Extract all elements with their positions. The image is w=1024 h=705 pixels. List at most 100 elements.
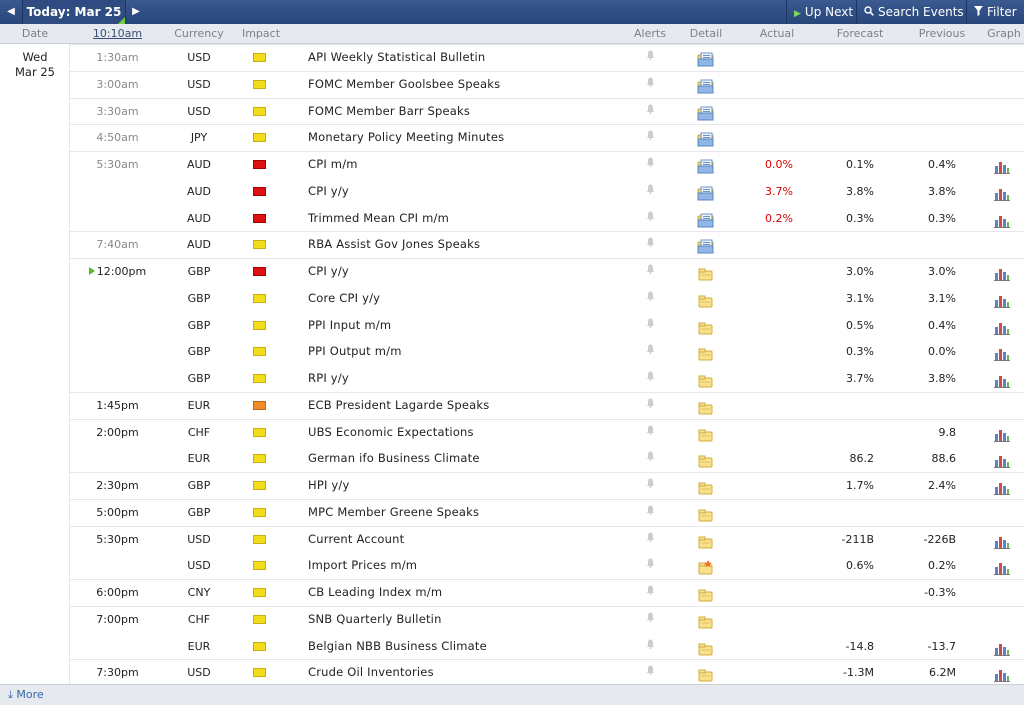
impact-low-icon[interactable] — [253, 106, 267, 116]
graph-icon[interactable] — [994, 639, 1012, 656]
event-title[interactable]: FOMC Member Goolsbee Speaks — [308, 76, 501, 91]
impact-low-icon[interactable] — [253, 79, 267, 89]
more-button[interactable]: ⤓ More — [8, 685, 44, 705]
event-title[interactable]: UBS Economic Expectations — [308, 424, 474, 439]
detail-folder-icon[interactable] — [697, 639, 715, 655]
detail-folder-icon[interactable] — [697, 505, 715, 522]
event-row[interactable]: 5:30pm USD Current Account -211B -226B — [0, 525, 1024, 553]
detail-folder-icon[interactable] — [697, 77, 715, 94]
bell-icon[interactable] — [644, 338, 656, 365]
detail-folder-icon[interactable] — [697, 50, 715, 67]
bell-icon[interactable] — [644, 445, 656, 472]
event-title[interactable]: PPI Output m/m — [308, 344, 402, 359]
graph-icon[interactable] — [994, 291, 1012, 308]
bell-icon[interactable] — [644, 499, 656, 526]
impact-low-icon[interactable] — [253, 240, 267, 250]
impact-high-icon[interactable] — [253, 213, 267, 223]
detail-folder-icon[interactable] — [697, 318, 715, 334]
graph-icon[interactable] — [994, 264, 1012, 281]
event-row[interactable]: GBP PPI Output m/m 0.3% 0.0% — [0, 338, 1024, 365]
event-row[interactable]: 12:00pm GBP CPI y/y 3.0% 3.0% — [0, 258, 1024, 285]
bell-icon[interactable] — [644, 659, 656, 686]
event-row[interactable]: 5:00pm GBP MPC Member Greene Speaks — [0, 498, 1024, 526]
detail-folder-icon[interactable] — [697, 398, 715, 415]
event-title[interactable]: Trimmed Mean CPI m/m — [308, 210, 449, 225]
event-title[interactable]: SNB Quarterly Bulletin — [308, 611, 442, 626]
event-title[interactable]: FOMC Member Barr Speaks — [308, 103, 471, 118]
event-title[interactable]: ECB President Lagarde Speaks — [308, 397, 490, 412]
impact-medium-icon[interactable] — [253, 400, 267, 410]
event-row[interactable]: EUR German ifo Business Climate 86.2 88.6 — [0, 445, 1024, 472]
event-title[interactable]: RBA Assist Gov Jones Speaks — [308, 237, 481, 252]
impact-low-icon[interactable] — [253, 588, 267, 597]
event-title[interactable]: Current Account — [308, 531, 405, 546]
impact-low-icon[interactable] — [253, 427, 267, 437]
graph-icon[interactable] — [994, 371, 1012, 388]
impact-low-icon[interactable] — [253, 561, 267, 571]
graph-icon[interactable] — [994, 184, 1012, 201]
event-title[interactable]: CPI m/m — [308, 157, 358, 171]
graph-icon[interactable] — [994, 451, 1012, 469]
impact-low-icon[interactable] — [253, 668, 267, 678]
detail-folder-icon[interactable] — [697, 425, 715, 441]
detail-folder-icon[interactable] — [697, 130, 715, 147]
bell-icon[interactable] — [644, 124, 656, 151]
impact-high-icon[interactable] — [253, 186, 267, 196]
bell-icon[interactable] — [644, 258, 656, 285]
detail-folder-icon[interactable] — [697, 104, 715, 120]
search-events-button[interactable]: Search Events — [856, 0, 971, 24]
impact-low-icon[interactable] — [253, 534, 267, 544]
filter-button[interactable]: Filter — [966, 0, 1024, 24]
graph-icon[interactable] — [994, 318, 1012, 335]
detail-folder-icon[interactable] — [697, 211, 715, 227]
event-title[interactable]: RPI y/y — [308, 371, 349, 385]
prev-day-button[interactable]: ◀ — [0, 0, 22, 24]
detail-folder-icon[interactable] — [697, 612, 715, 629]
detail-folder-icon[interactable] — [697, 264, 715, 281]
impact-low-icon[interactable] — [253, 614, 267, 624]
bell-icon[interactable] — [644, 151, 656, 178]
event-title[interactable]: Monetary Policy Meeting Minutes — [308, 130, 505, 145]
detail-folder-icon[interactable] — [697, 585, 715, 602]
event-row[interactable]: 3:30am USD FOMC Member Barr Speaks — [0, 97, 1024, 125]
bell-icon[interactable] — [644, 44, 656, 71]
bell-icon[interactable] — [644, 205, 656, 232]
event-title[interactable]: PPI Input m/m — [308, 317, 392, 332]
detail-folder-icon[interactable] — [697, 665, 715, 682]
event-title[interactable]: API Weekly Statistical Bulletin — [308, 50, 486, 64]
event-title[interactable]: CB Leading Index m/m — [308, 585, 443, 599]
column-header-time[interactable]: 10:10am — [92, 27, 143, 40]
event-title[interactable]: Belgian NBB Business Climate — [308, 638, 487, 653]
bell-icon[interactable] — [644, 472, 656, 499]
event-title[interactable]: MPC Member Greene Speaks — [308, 504, 480, 519]
event-title[interactable]: HPI y/y — [308, 478, 350, 492]
impact-low-icon[interactable] — [253, 641, 267, 651]
bell-icon[interactable] — [644, 606, 656, 633]
bell-icon[interactable] — [644, 526, 656, 553]
event-row[interactable]: USD Import Prices m/m 0.6% 0.2% — [0, 552, 1024, 579]
graph-icon[interactable] — [994, 665, 1012, 683]
event-row[interactable]: GBP RPI y/y 3.7% 3.8% — [0, 365, 1024, 392]
bell-icon[interactable] — [644, 392, 656, 419]
graph-icon[interactable] — [994, 478, 1012, 495]
event-row[interactable]: AUD Trimmed Mean CPI m/m 0.2% 0.3% 0.3% — [0, 205, 1024, 232]
graph-icon[interactable] — [994, 157, 1012, 174]
event-row[interactable]: 5:30am AUD CPI m/m 0.0% 0.1% 0.4% — [0, 151, 1024, 178]
event-row[interactable]: 2:00pm CHF UBS Economic Expectations 9.8 — [0, 418, 1024, 446]
detail-folder-icon[interactable] — [697, 291, 715, 308]
bell-icon[interactable] — [644, 579, 656, 606]
event-row[interactable]: AUD CPI y/y 3.7% 3.8% 3.8% — [0, 178, 1024, 205]
impact-high-icon[interactable] — [253, 267, 267, 276]
detail-folder-icon[interactable] — [697, 532, 715, 548]
detail-folder-icon[interactable] — [697, 344, 715, 361]
event-row[interactable]: EUR Belgian NBB Business Climate -14.8 -13.… — [0, 633, 1024, 660]
graph-icon[interactable] — [994, 532, 1012, 549]
bell-icon[interactable] — [644, 552, 656, 579]
event-row[interactable]: 7:00pm CHF SNB Quarterly Bulletin — [0, 605, 1024, 633]
event-title[interactable]: German ifo Business Climate — [308, 451, 480, 466]
graph-icon[interactable] — [994, 211, 1012, 228]
event-row[interactable]: GBP Core CPI y/y 3.1% 3.1% — [0, 285, 1024, 312]
event-title[interactable]: CPI y/y — [308, 264, 349, 278]
impact-low-icon[interactable] — [253, 374, 267, 383]
bell-icon[interactable] — [644, 285, 656, 312]
